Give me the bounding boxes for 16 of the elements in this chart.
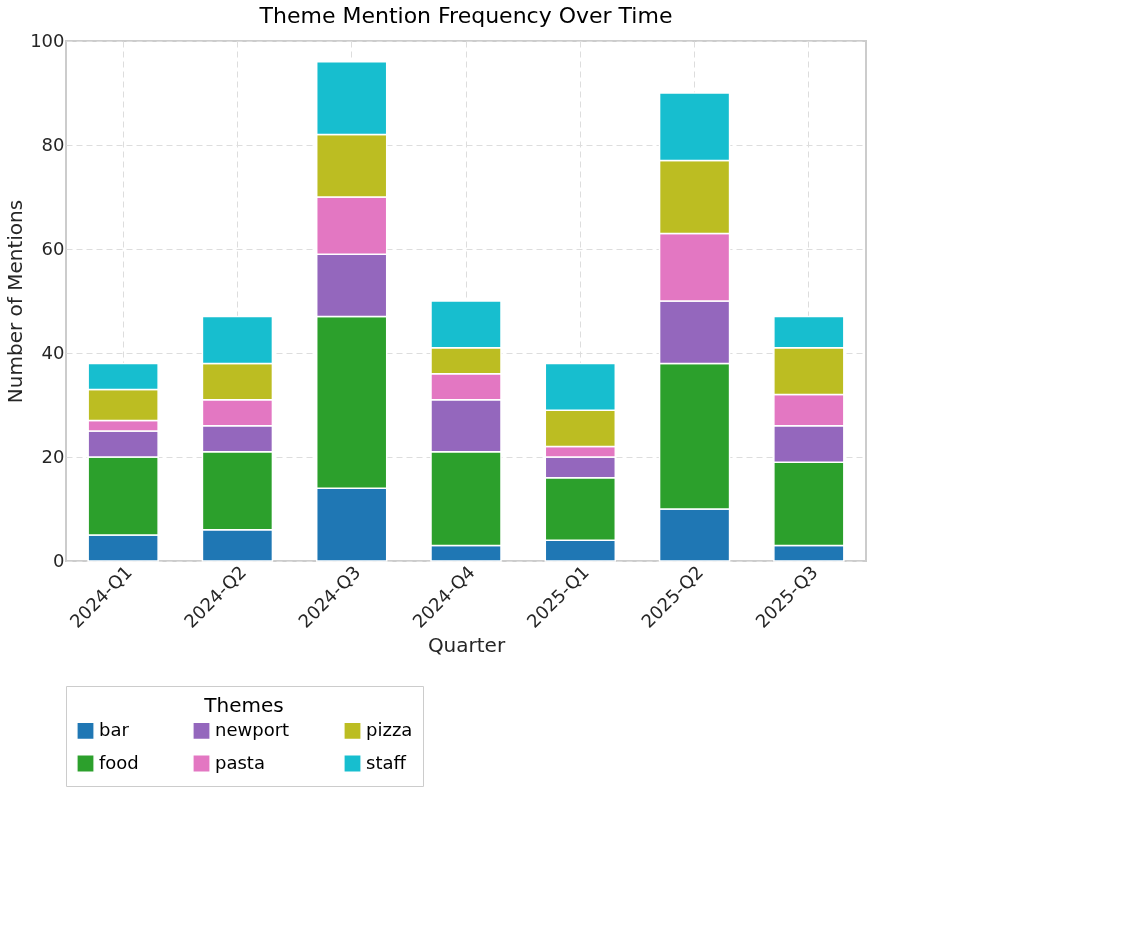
y-tick-label: 20: [41, 445, 65, 467]
legend-label: pasta: [215, 751, 265, 773]
y-tick-label: 100: [30, 29, 65, 51]
legend-label: newport: [215, 718, 290, 740]
legend-label: bar: [99, 718, 130, 740]
legend-title: Themes: [203, 693, 284, 717]
y-tick-label: 40: [41, 341, 65, 363]
y-tick-label: 0: [53, 549, 65, 571]
y-axis-title: Number of Mentions: [3, 199, 28, 404]
y-tick-label: 80: [41, 133, 65, 155]
y-tick-label: 60: [41, 237, 65, 259]
legend-label: pizza: [366, 718, 413, 740]
legend-label: food: [99, 751, 139, 773]
legend-label: staff: [366, 751, 407, 773]
x-axis-title: Quarter: [427, 632, 506, 657]
chart-title: Theme Mention Frequency Over Time: [258, 3, 673, 28]
